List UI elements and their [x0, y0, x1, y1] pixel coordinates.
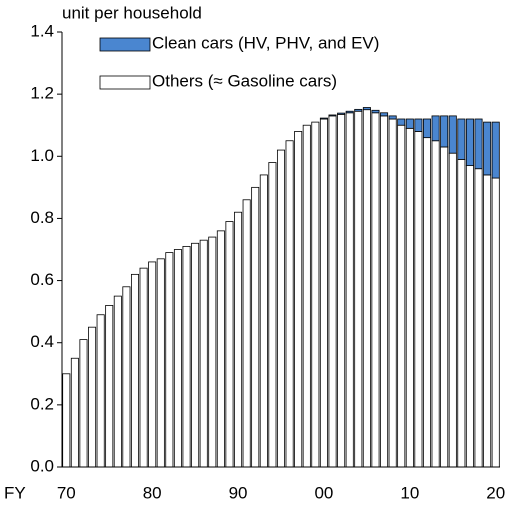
bar: [354, 110, 363, 468]
bar: [328, 115, 337, 468]
y-tick-label: 0.6: [30, 270, 54, 289]
bar: [371, 112, 380, 468]
bar: [199, 239, 208, 468]
bar: [165, 252, 174, 468]
x-tick-label: 10: [400, 483, 419, 502]
bar: [148, 261, 157, 468]
bar: [397, 118, 406, 126]
bar: [345, 112, 354, 468]
bar: [70, 357, 79, 468]
bar: [294, 131, 303, 468]
bar: [345, 110, 354, 114]
bar: [414, 131, 423, 468]
bar: [251, 186, 260, 468]
bar: [242, 199, 251, 468]
bar: [457, 158, 466, 468]
bar: [319, 117, 328, 120]
bar: [173, 249, 182, 468]
bar: [422, 118, 432, 139]
bar: [440, 115, 449, 148]
bar: [362, 109, 371, 468]
bar: [234, 211, 243, 468]
bar: [113, 295, 122, 468]
bar: [405, 118, 414, 129]
y-tick-label: 1.0: [30, 146, 54, 165]
bar: [337, 113, 346, 468]
y-tick-label: 1.2: [30, 84, 54, 103]
x-tick-label: 70: [57, 483, 76, 502]
bar: [268, 162, 277, 468]
bar: [457, 118, 466, 160]
bar: [276, 149, 286, 468]
bar: [328, 114, 337, 117]
legend-label: Clean cars (HV, PHV, and EV): [152, 33, 379, 52]
bar: [483, 121, 492, 176]
bar: [139, 267, 148, 468]
bar: [388, 115, 397, 120]
x-tick-label: 20: [486, 483, 505, 502]
y-axis-label: unit per household: [62, 3, 202, 22]
bar: [388, 118, 397, 468]
bar: [182, 245, 191, 468]
bar: [474, 118, 483, 170]
bar: [362, 107, 371, 111]
bar: [191, 242, 200, 468]
bar: [422, 137, 432, 468]
bar: [465, 118, 474, 167]
y-tick-label: 0.2: [30, 394, 54, 413]
bar: [380, 112, 389, 117]
bar: [225, 221, 234, 468]
bar: [371, 109, 380, 114]
bar: [311, 121, 320, 468]
x-tick-label: 80: [143, 483, 162, 502]
bar: [431, 140, 440, 468]
x-axis-label: FY: [4, 483, 26, 502]
bar: [405, 127, 414, 468]
bar: [448, 115, 457, 154]
bar: [62, 373, 71, 468]
bar: [380, 115, 389, 468]
bar: [122, 286, 131, 468]
bar: [216, 230, 225, 468]
y-tick-label: 0.4: [30, 332, 54, 351]
legend-swatch: [99, 37, 151, 52]
bar: [79, 339, 88, 468]
bar: [88, 326, 97, 468]
bar: [156, 258, 165, 468]
bar: [483, 174, 492, 468]
bar: [414, 118, 423, 132]
bar: [397, 124, 406, 468]
bar: [130, 273, 140, 468]
bar: [491, 177, 500, 468]
bar: [337, 112, 346, 115]
bar: [96, 314, 105, 468]
bar: [474, 168, 483, 468]
bar: [491, 121, 500, 179]
bar: [259, 174, 268, 468]
legend-swatch: [99, 75, 151, 90]
bar: [431, 115, 440, 142]
y-tick-label: 0.8: [30, 208, 54, 227]
bar: [302, 124, 311, 468]
x-tick-label: 90: [229, 483, 248, 502]
bar: [208, 236, 217, 468]
bar: [448, 152, 457, 468]
bar: [440, 146, 449, 468]
y-tick-label: 0.0: [30, 456, 54, 475]
bar: [285, 140, 294, 468]
bar: [105, 305, 114, 468]
x-tick-label: 00: [314, 483, 333, 502]
bar: [319, 118, 328, 468]
legend-label: Others (≈ Gasoline cars): [152, 71, 337, 90]
y-tick-label: 1.4: [30, 21, 54, 40]
bar: [354, 108, 363, 112]
bar: [465, 165, 474, 468]
